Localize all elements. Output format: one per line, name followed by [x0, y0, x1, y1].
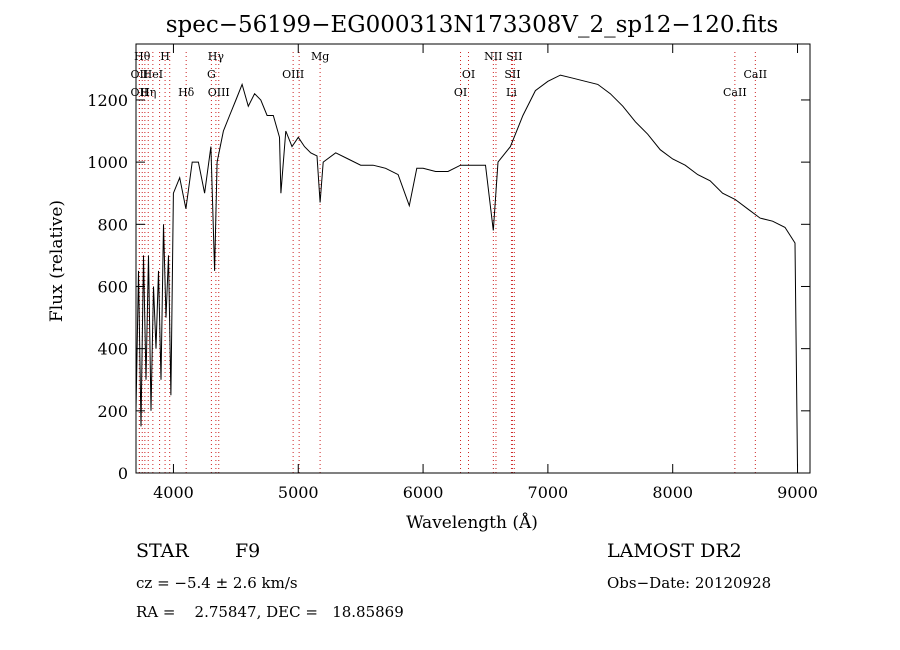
obs-date: Obs−Date: 20120928	[607, 574, 772, 592]
x-tick-label: 6000	[403, 483, 444, 502]
emission-line-markers	[138, 52, 756, 473]
x-tick-label: 7000	[528, 483, 569, 502]
line-label: OI	[454, 86, 467, 99]
line-label: H	[140, 86, 150, 99]
line-label: HeI	[143, 68, 163, 81]
line-label: G	[207, 68, 216, 81]
y-axis-label: Flux (relative)	[47, 200, 67, 322]
line-label: SII	[504, 68, 520, 81]
line-label: NII	[484, 50, 502, 63]
plot-frame	[135, 43, 811, 474]
line-label: Hγ	[208, 50, 225, 63]
x-axis: 4000 5000 6000 7000 8000 9000	[153, 44, 818, 502]
x-tick-label: 9000	[777, 483, 818, 502]
coordinates: RA = 2.75847, DEC = 18.85869	[136, 603, 404, 621]
x-tick-label: 8000	[652, 483, 693, 502]
line-label: OIII	[282, 68, 304, 81]
y-tick-label: 400	[97, 340, 128, 359]
object-class: STAR	[136, 540, 189, 562]
spectrum-line	[135, 74, 798, 467]
line-label: Hθ	[134, 50, 151, 63]
x-tick-label: 5000	[278, 483, 319, 502]
y-axis: 0 200 400 600 800 1000 1200	[87, 91, 810, 483]
y-tick-label: 1000	[87, 153, 128, 172]
chart-title: spec−56199−EG000313N173308V_2_sp12−120.f…	[166, 12, 779, 38]
line-label: Hδ	[178, 86, 195, 99]
redshift-text: cz = −5.4 ± 2.6 km/s	[136, 574, 298, 592]
line-label: CaII	[723, 86, 747, 99]
line-label: Hη	[140, 86, 156, 99]
line-label: Mg	[311, 50, 329, 63]
x-tick-label: 4000	[153, 483, 194, 502]
y-tick-label: 600	[97, 277, 128, 296]
x-axis-label: Wavelength (Å)	[406, 512, 538, 533]
spectral-subclass: F9	[235, 540, 261, 562]
line-label: OII	[131, 68, 149, 81]
line-label: CaII	[743, 68, 767, 81]
line-label: OI	[462, 68, 475, 81]
survey-name: LAMOST DR2	[607, 540, 742, 562]
line-label: SII	[506, 50, 522, 63]
y-tick-label: 200	[97, 402, 128, 421]
y-tick-label: 0	[118, 464, 128, 483]
line-label: H	[160, 50, 170, 63]
line-label: OIII	[208, 86, 230, 99]
line-label: Li	[506, 86, 517, 99]
emission-line-labels: OIIOIIHθHHηHeIHHδGHγOIIIOIIIMgOIOINIILiS…	[131, 50, 768, 99]
line-label: OII	[131, 86, 149, 99]
y-tick-label: 1200	[87, 91, 128, 110]
y-tick-label: 800	[97, 215, 128, 234]
